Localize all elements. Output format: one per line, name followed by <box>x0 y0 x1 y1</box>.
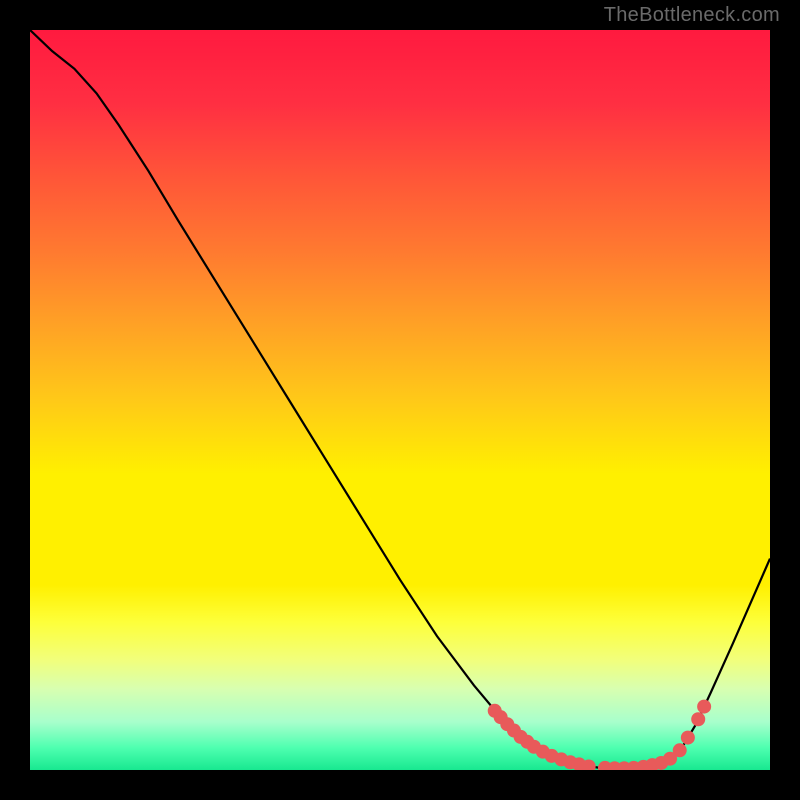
chart-marker <box>681 731 695 745</box>
chart-marker <box>673 743 687 757</box>
chart-background <box>30 30 770 770</box>
watermark-text: TheBottleneck.com <box>604 4 780 27</box>
chart-marker <box>691 712 705 726</box>
chart-svg <box>30 30 770 770</box>
chart-plot-area <box>30 30 770 770</box>
chart-marker <box>697 700 711 714</box>
